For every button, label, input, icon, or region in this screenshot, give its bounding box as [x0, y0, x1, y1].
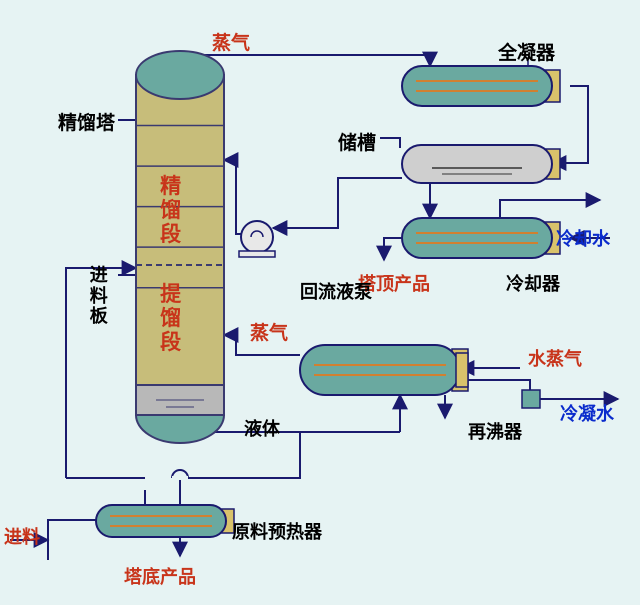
reflux-pump	[241, 221, 273, 253]
steam-trap	[522, 390, 540, 408]
preheater	[96, 505, 226, 537]
label-feed_in: 进料	[4, 523, 40, 549]
label-column: 精馏塔	[58, 108, 115, 135]
label-reboiler_lbl: 再沸器	[468, 418, 522, 444]
label-vapor_mid: 蒸气	[250, 318, 288, 345]
label-liquid: 液体	[244, 415, 280, 441]
label-steam_in: 水蒸气	[528, 345, 582, 371]
tank	[402, 145, 552, 183]
label-cool_water: 冷却水	[556, 225, 610, 251]
reboiler	[300, 345, 460, 395]
pipe-coolw-out	[500, 200, 600, 218]
label-bot_product: 塔底产品	[124, 563, 196, 589]
hop-mask	[172, 476, 188, 480]
pipe-tank-to-pump	[273, 178, 402, 228]
label-preheater_lbl: 原料预热器	[232, 518, 322, 544]
label-vapor_top: 蒸气	[212, 28, 250, 55]
pipe-tank-tick	[380, 138, 400, 148]
cooler	[402, 218, 552, 258]
label-cooler_lbl: 冷却器	[506, 270, 560, 296]
label-reflux_pump: 回流液泵	[300, 278, 372, 304]
label-tank_lbl: 储槽	[338, 128, 376, 155]
pipe-steam-out	[460, 380, 530, 390]
pump-base	[239, 251, 275, 257]
condenser	[402, 66, 552, 106]
label-feed_plate: 进料板	[88, 265, 110, 327]
reboiler-port	[456, 353, 468, 387]
column-top-cap	[136, 51, 224, 99]
label-strip_section: 提馏段	[158, 283, 183, 355]
label-condenser_lbl: 全凝器	[498, 38, 555, 65]
pipe-feed-branch	[48, 520, 96, 560]
pipe-cooler-out	[384, 238, 402, 260]
label-condensate: 冷凝水	[560, 400, 614, 426]
label-rect_section: 精馏段	[158, 175, 183, 247]
